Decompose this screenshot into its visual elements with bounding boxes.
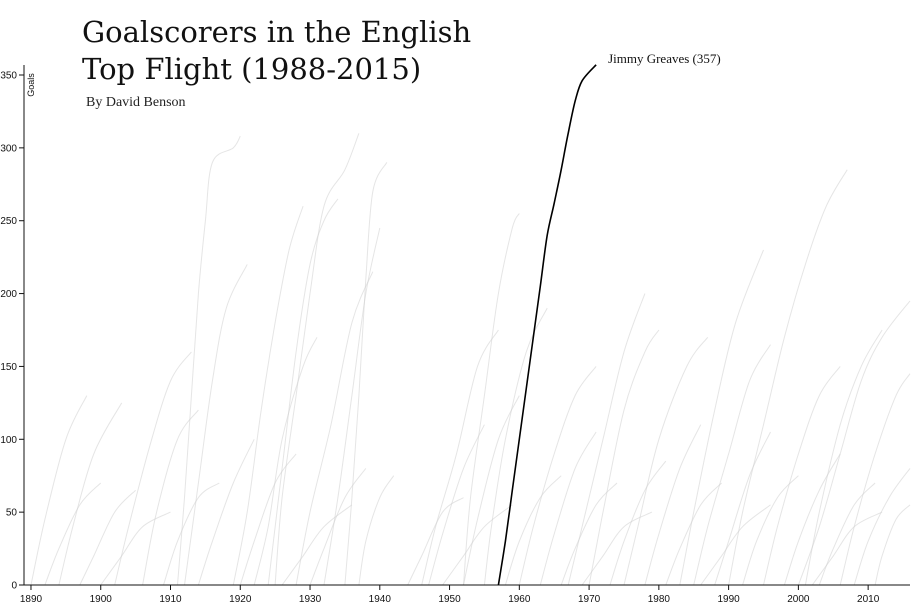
background-series-line-53 bbox=[700, 504, 771, 586]
background-series-line-16 bbox=[483, 307, 548, 586]
background-series-line-8 bbox=[728, 169, 848, 586]
background-series-line-54 bbox=[811, 511, 883, 586]
chart-title-line-2: Top Flight (1988-2015) bbox=[82, 52, 421, 86]
highlight-series-line bbox=[497, 64, 597, 586]
highlight-series-label: Jimmy Greaves (357) bbox=[608, 51, 721, 66]
background-series-line-17 bbox=[421, 329, 499, 586]
x-tick-label-2000: 2000 bbox=[787, 594, 810, 605]
x-tick-label-1970: 1970 bbox=[578, 594, 601, 605]
background-series-line-38 bbox=[163, 482, 220, 586]
y-tick-label-300: 300 bbox=[0, 143, 17, 154]
background-series-line-24 bbox=[693, 344, 771, 586]
background-series-line-20 bbox=[253, 337, 318, 586]
background-series-line-47 bbox=[818, 482, 876, 586]
background-series-line-28 bbox=[358, 475, 395, 586]
x-tick-label-1930: 1930 bbox=[299, 594, 322, 605]
background-series-line-44 bbox=[609, 460, 667, 586]
background-series-line-37 bbox=[79, 489, 136, 586]
background-series-line-7 bbox=[463, 213, 520, 586]
x-tick-label-1940: 1940 bbox=[369, 594, 392, 605]
background-series-line-41 bbox=[407, 497, 464, 586]
background-series-line-39 bbox=[239, 453, 297, 586]
x-tick-label-1910: 1910 bbox=[159, 594, 182, 605]
background-series-line-22 bbox=[518, 366, 597, 586]
background-series-line-27 bbox=[197, 439, 255, 586]
y-tick-label-100: 100 bbox=[0, 435, 17, 446]
axes: 0 50 100 150 200 250 300 350 1890 1900 1910 1920 19… bbox=[0, 65, 910, 605]
background-series-line-49 bbox=[100, 511, 171, 586]
y-axis-ticks: 0 50 100 150 200 250 300 350 bbox=[0, 71, 24, 592]
background-series-line-11 bbox=[797, 300, 911, 586]
x-tick-label-1900: 1900 bbox=[90, 594, 113, 605]
background-series-line-50 bbox=[281, 504, 353, 586]
background-series-line-35 bbox=[853, 468, 911, 586]
background-series-line-45 bbox=[665, 482, 722, 586]
background-series-line-6 bbox=[323, 227, 381, 586]
y-tick-label-150: 150 bbox=[0, 362, 17, 373]
background-series-line-21 bbox=[295, 271, 374, 586]
background-series-line-48 bbox=[874, 504, 911, 586]
background-series-line-46 bbox=[742, 475, 799, 586]
background-series-line-36 bbox=[44, 482, 102, 586]
background-series-line-34 bbox=[783, 453, 841, 586]
x-tick-label-1980: 1980 bbox=[648, 594, 671, 605]
background-series-line-26 bbox=[142, 409, 199, 586]
background-series-line-32 bbox=[644, 424, 702, 586]
background-series-line-51 bbox=[442, 504, 513, 586]
background-series-line-31 bbox=[539, 431, 597, 586]
background-series-line-1 bbox=[184, 264, 248, 586]
x-tick-label-1920: 1920 bbox=[229, 594, 252, 605]
background-series-line-2 bbox=[274, 133, 360, 586]
background-series-line-43 bbox=[560, 482, 618, 586]
y-tick-label-50: 50 bbox=[6, 508, 18, 519]
background-series-line-19 bbox=[839, 373, 911, 586]
background-series-line-12 bbox=[567, 293, 646, 586]
background-series-line-23 bbox=[588, 329, 660, 586]
x-tick-label-1950: 1950 bbox=[438, 594, 461, 605]
x-tick-label-1890: 1890 bbox=[20, 594, 43, 605]
y-axis-label: Goals bbox=[26, 73, 36, 97]
background-series-line-5 bbox=[232, 205, 304, 586]
x-tick-label-1960: 1960 bbox=[508, 594, 531, 605]
y-tick-label-350: 350 bbox=[0, 71, 17, 82]
background-series-line-13 bbox=[30, 395, 88, 586]
background-series-group bbox=[30, 133, 911, 586]
background-series-line-14 bbox=[58, 402, 123, 586]
background-series-line-30 bbox=[463, 395, 520, 586]
background-series-line-0 bbox=[177, 135, 241, 586]
background-series-line-33 bbox=[714, 431, 771, 586]
x-axis-ticks: 1890 1900 1910 1920 1930 1940 1950 1960 1970 1980… bbox=[20, 585, 880, 605]
y-tick-label-0: 0 bbox=[11, 581, 17, 592]
background-series-line-52 bbox=[581, 511, 653, 586]
background-series-line-42 bbox=[504, 475, 562, 586]
background-series-line-25 bbox=[763, 366, 841, 586]
x-tick-label-1990: 1990 bbox=[717, 594, 740, 605]
background-series-line-29 bbox=[428, 424, 485, 586]
background-series-line-9 bbox=[679, 249, 764, 586]
background-series-line-15 bbox=[114, 351, 192, 586]
chart-byline: By David Benson bbox=[86, 95, 186, 110]
background-series-line-3 bbox=[267, 198, 339, 586]
background-series-line-10 bbox=[804, 329, 883, 586]
y-tick-label-250: 250 bbox=[0, 216, 17, 227]
background-series-line-18 bbox=[623, 336, 709, 586]
x-tick-label-2010: 2010 bbox=[857, 594, 880, 605]
background-series-line-4 bbox=[344, 162, 388, 586]
y-tick-label-200: 200 bbox=[0, 289, 17, 300]
chart-title-line-1: Goalscorers in the English bbox=[82, 15, 471, 49]
background-series-line-40 bbox=[309, 468, 367, 586]
